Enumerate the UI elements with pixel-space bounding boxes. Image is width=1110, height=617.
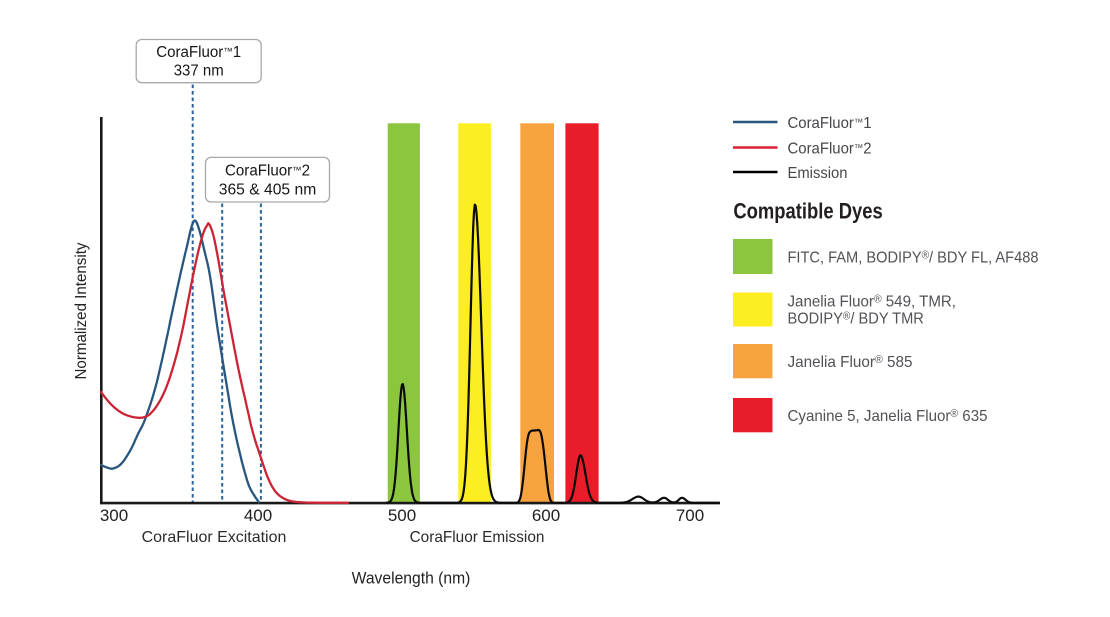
svg-text:CoraFluor Emission: CoraFluor Emission	[410, 529, 545, 546]
svg-text:Wavelength (nm): Wavelength (nm)	[352, 569, 471, 588]
svg-text:600: 600	[532, 506, 560, 525]
svg-text:CoraFluor™1: CoraFluor™1	[156, 44, 241, 61]
svg-text:FITC, FAM, BODIPY®/ BDY FL, AF: FITC, FAM, BODIPY®/ BDY FL, AF488	[788, 249, 1039, 266]
svg-text:CoraFluor Excitation: CoraFluor Excitation	[142, 529, 287, 546]
svg-text:500: 500	[388, 506, 416, 525]
svg-text:Cyanine 5, Janelia Fluor® 635: Cyanine 5, Janelia Fluor® 635	[788, 408, 988, 425]
svg-text:365 & 405 nm: 365 & 405 nm	[219, 181, 317, 198]
svg-text:Janelia Fluor® 549, TMR,: Janelia Fluor® 549, TMR,	[788, 293, 957, 310]
svg-text:337 nm: 337 nm	[174, 62, 224, 79]
svg-text:BODIPY®/ BDY TMR: BODIPY®/ BDY TMR	[788, 310, 924, 327]
svg-text:Janelia Fluor® 585: Janelia Fluor® 585	[788, 354, 913, 371]
svg-text:700: 700	[676, 506, 704, 525]
svg-text:CoraFluor™2: CoraFluor™2	[788, 140, 872, 157]
svg-text:Compatible Dyes: Compatible Dyes	[733, 199, 882, 224]
svg-text:300: 300	[100, 506, 128, 525]
svg-text:CoraFluor™2: CoraFluor™2	[225, 163, 310, 180]
svg-text:CoraFluor™1: CoraFluor™1	[788, 115, 872, 132]
svg-text:Emission: Emission	[788, 165, 848, 182]
svg-text:Normalized Intensity: Normalized Intensity	[73, 242, 90, 379]
svg-text:400: 400	[244, 506, 272, 525]
